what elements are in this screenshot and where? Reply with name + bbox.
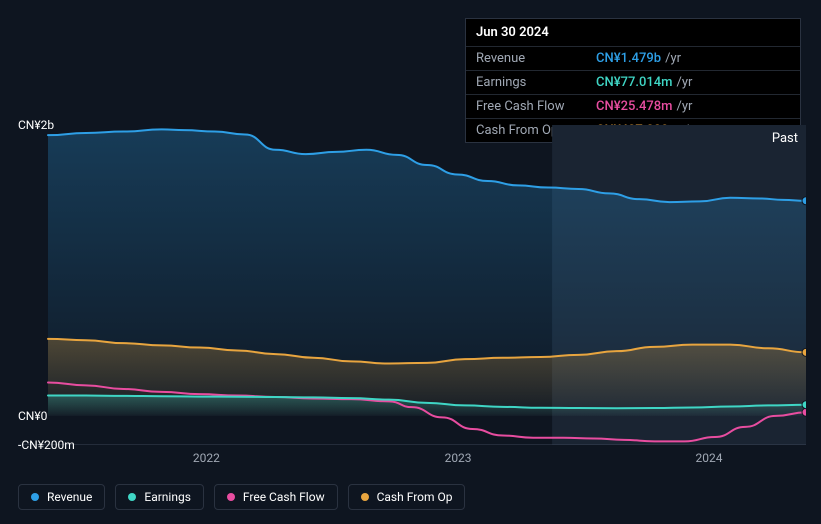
tooltip-date: Jun 30 2024	[466, 19, 800, 46]
legend-item[interactable]: Free Cash Flow	[214, 484, 338, 510]
legend-item[interactable]: Cash From Op	[348, 484, 466, 510]
x-axis-label: 2022	[193, 445, 220, 465]
chart-svg	[18, 125, 806, 445]
legend-item[interactable]: Revenue	[18, 484, 105, 510]
legend-label: Free Cash Flow	[243, 490, 325, 504]
legend-label: Revenue	[47, 490, 92, 504]
tooltip-row-unit: /yr	[665, 51, 681, 66]
x-axis-label: 2024	[695, 445, 722, 465]
x-axis-label: 2023	[445, 445, 472, 465]
tooltip-row: Free Cash FlowCN¥25.478m/yr	[466, 94, 800, 118]
tooltip-row-value: CN¥77.014m	[596, 75, 673, 90]
tooltip-row-value: CN¥1.479b	[596, 51, 661, 66]
tooltip-row-label: Free Cash Flow	[476, 99, 596, 114]
tooltip-row-unit: /yr	[677, 75, 693, 90]
y-axis-label: CN¥0	[18, 409, 22, 423]
chart-area[interactable]: Past CN¥2bCN¥0-CN¥200m202220232024	[18, 125, 806, 445]
legend-dot-icon	[361, 493, 369, 501]
tooltip-row-label: Revenue	[476, 51, 596, 66]
legend-label: Cash From Op	[377, 490, 453, 504]
legend-dot-icon	[31, 493, 39, 501]
tooltip-row: EarningsCN¥77.014m/yr	[466, 70, 800, 94]
legend-item[interactable]: Earnings	[115, 484, 204, 510]
past-label: Past	[772, 131, 798, 146]
legend: Revenue Earnings Free Cash Flow Cash From O…	[18, 484, 465, 510]
tooltip-row-label: Earnings	[476, 75, 596, 90]
y-axis-label: -CN¥200m	[18, 438, 22, 452]
legend-label: Earnings	[144, 490, 191, 504]
tooltip-row: RevenueCN¥1.479b/yr	[466, 46, 800, 70]
y-axis-label: CN¥2b	[18, 118, 22, 132]
legend-dot-icon	[128, 493, 136, 501]
tooltip-row-value: CN¥25.478m	[596, 99, 673, 114]
tooltip-row-unit: /yr	[677, 99, 693, 114]
legend-dot-icon	[227, 493, 235, 501]
